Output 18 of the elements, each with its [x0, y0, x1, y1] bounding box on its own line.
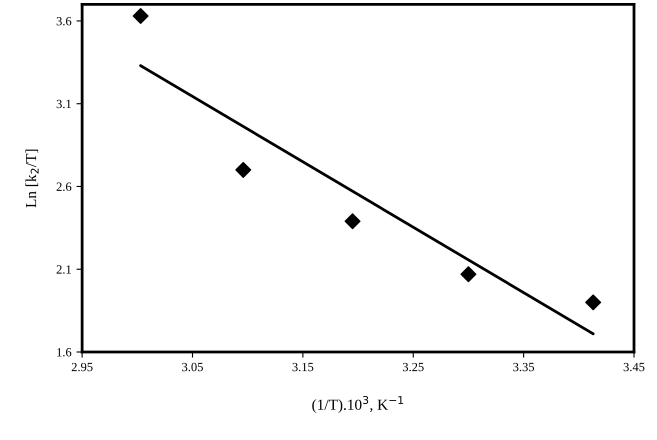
x-tick-label: 3.15 — [292, 362, 314, 372]
x-tick-label: 2.95 — [72, 362, 93, 372]
point — [235, 162, 252, 178]
point — [344, 213, 361, 230]
x-axis-title: (1/T).10$^{3}$, K$^{−1}$ — [312, 396, 404, 414]
point — [132, 8, 149, 24]
x-tick-label: 3.35 — [513, 362, 534, 372]
y-tick-label: 1.6 — [57, 348, 72, 357]
x-tick-label: 3.25 — [402, 362, 424, 372]
y-tick-label: 3.1 — [56, 100, 71, 108]
y-tick-label: 2.6 — [56, 182, 72, 191]
point — [460, 266, 476, 282]
point — [585, 294, 602, 310]
y-axis-title: Ln [k$_{2}$/T] — [25, 150, 39, 208]
y-tick-label: 3.6 — [56, 17, 72, 26]
x-tick-label: 3.05 — [182, 362, 203, 372]
x-tick-label: 3.45 — [624, 362, 644, 372]
y-tick-label: 2.1 — [56, 265, 71, 274]
